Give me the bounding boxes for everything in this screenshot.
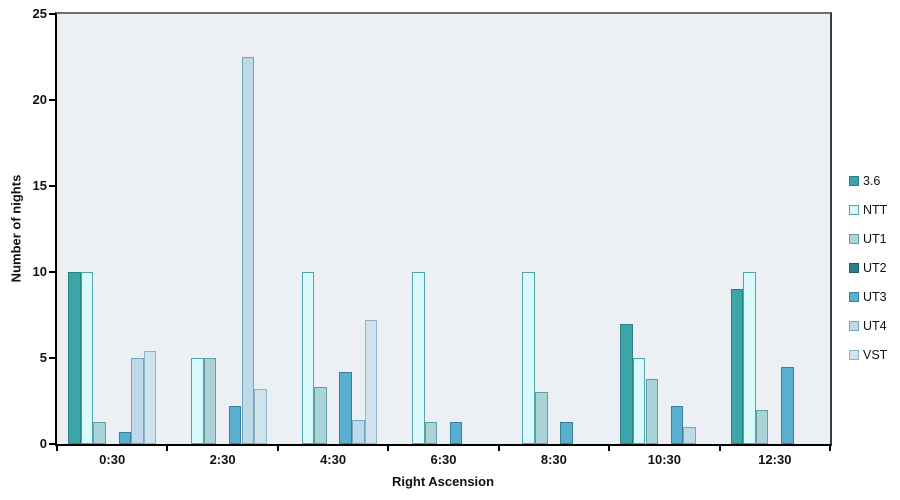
legend-swatch-icon: [849, 175, 859, 186]
legend-item-NTT: NTT: [849, 195, 887, 224]
x-tick-mark: [608, 444, 611, 451]
y-tick-label-20: 20: [32, 92, 47, 107]
y-axis-title: Number of nights: [8, 174, 24, 283]
x-tick-mark: [56, 444, 58, 451]
plot-area: [55, 12, 832, 446]
bar-NTT-630: [412, 272, 425, 444]
y-tick-label-25: 25: [32, 6, 47, 21]
legend-item-UT4: UT4: [849, 311, 887, 340]
bar-NTT-030: [80, 272, 94, 444]
x-category-label-030: 0:30: [99, 452, 126, 467]
bar-NTT-1030: [632, 358, 646, 444]
y-tick-mark: [49, 13, 55, 15]
x-tick-mark: [829, 444, 831, 451]
bar-UT3-630: [449, 421, 463, 444]
bar-UT3-030: [118, 432, 132, 444]
x-tick-mark: [166, 444, 169, 451]
bar-UT1-030: [93, 421, 106, 444]
bar-3_6-030: [68, 272, 81, 444]
y-tick-mark: [49, 185, 55, 187]
legend-item-UT1: UT1: [849, 224, 887, 253]
y-tick-label-15: 15: [32, 178, 47, 193]
legend-swatch-icon: [849, 262, 859, 273]
bar-3_6-1030: [620, 323, 633, 444]
legend-label: NTT: [863, 202, 888, 217]
y-tick-label-5: 5: [39, 350, 47, 365]
legend-label: UT2: [863, 260, 887, 275]
y-tick-mark: [49, 443, 55, 445]
bar-NTT-430: [301, 272, 315, 444]
legend-swatch-icon: [849, 320, 859, 331]
x-tick-mark: [276, 444, 279, 451]
bar-VST-030: [143, 351, 157, 444]
bar-UT4-030: [131, 358, 144, 444]
bar-VST-430: [364, 320, 378, 444]
legend-swatch-icon: [849, 233, 859, 244]
x-category-label-1030: 10:30: [647, 452, 682, 467]
y-tick-mark: [49, 271, 55, 273]
legend-item-UT3: UT3: [849, 282, 887, 311]
x-category-label-230: 2:30: [209, 452, 236, 467]
bar-UT1-230: [203, 358, 217, 444]
bar-UT1-1030: [645, 378, 659, 444]
y-tick-mark: [49, 99, 55, 101]
legend-label: UT1: [863, 231, 887, 246]
bar-VST-230: [254, 389, 267, 444]
legend-label: 3.6: [863, 173, 881, 188]
bar-UT3-230: [228, 406, 242, 444]
y-tick-label-0: 0: [39, 436, 47, 451]
bar-UT4-430: [352, 419, 365, 444]
bar-3_6-1230: [730, 289, 744, 444]
x-category-label-1230: 12:30: [758, 452, 792, 467]
legend-item-UT2: UT2: [849, 253, 887, 282]
bar-UT3-430: [339, 371, 352, 444]
legend-label: UT3: [863, 289, 887, 304]
x-category-label-430: 4:30: [320, 452, 347, 467]
legend-item-VST: VST: [849, 340, 887, 369]
y-tick-label-10: 10: [32, 264, 47, 279]
legend-swatch-icon: [849, 291, 859, 302]
bar-NTT-830: [522, 272, 535, 444]
legend-item-3_6: 3.6: [849, 166, 887, 195]
bar-UT1-830: [535, 392, 548, 444]
bar-UT1-1230: [755, 409, 769, 444]
legend-label: VST: [863, 347, 888, 362]
bar-UT3-830: [560, 421, 573, 444]
bar-UT3-1230: [781, 366, 794, 444]
y-tick-mark: [49, 357, 55, 359]
legend-label: UT4: [863, 318, 887, 333]
x-category-label-830: 8:30: [540, 452, 567, 467]
legend: 3.6 NTT UT1 UT2 UT3 UT4 VST: [849, 166, 887, 369]
legend-swatch-icon: [849, 349, 859, 360]
bar-UT3-1030: [670, 406, 684, 444]
bar-NTT-1230: [743, 272, 756, 444]
x-axis-title: Right Ascension: [391, 474, 495, 489]
bar-UT1-630: [424, 421, 438, 444]
x-tick-mark: [718, 444, 721, 451]
bar-UT1-430: [314, 387, 327, 444]
bar-UT4-230: [241, 57, 255, 444]
legend-swatch-icon: [849, 204, 859, 215]
x-tick-mark: [497, 444, 500, 451]
bar-NTT-230: [191, 358, 204, 444]
bar-UT4-1030: [683, 426, 696, 444]
x-tick-mark: [387, 444, 390, 451]
x-category-label-630: 6:30: [430, 452, 457, 467]
